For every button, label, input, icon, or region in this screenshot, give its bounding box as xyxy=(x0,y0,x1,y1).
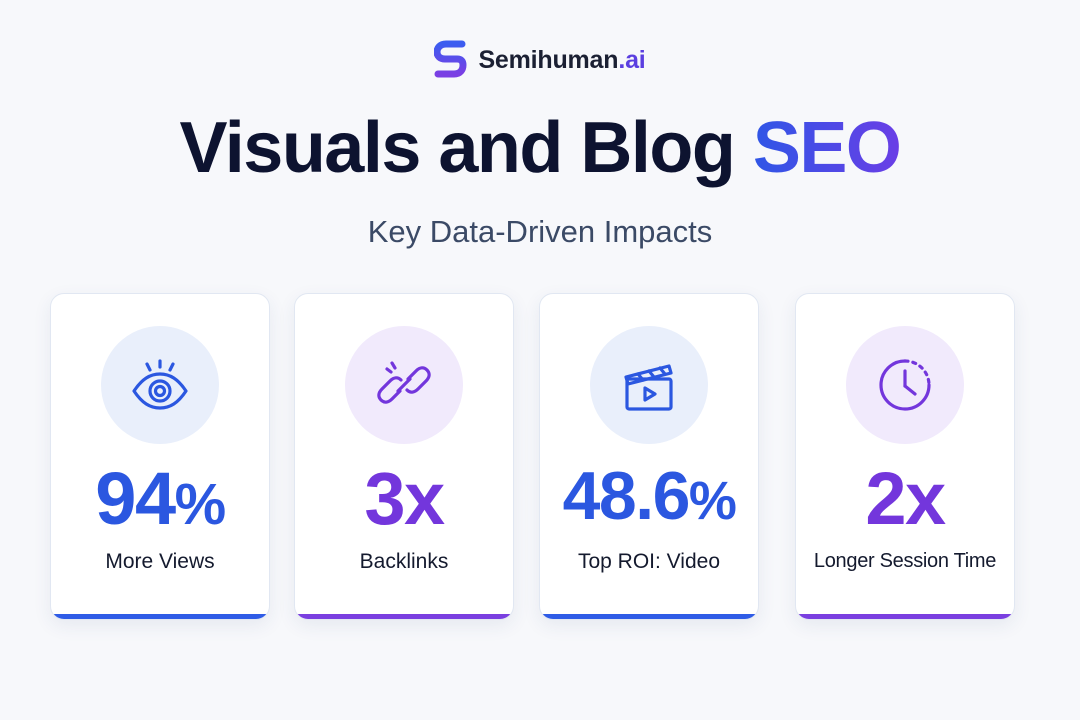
stat-card-views: 94% More Views xyxy=(50,293,270,620)
stat-number: 3x xyxy=(364,457,445,540)
brand: Semihuman.ai xyxy=(0,40,1080,80)
stat-unit: % xyxy=(174,472,227,537)
stat-unit: % xyxy=(688,471,737,531)
title-main: Visuals and Blog xyxy=(179,108,753,188)
stat-card-video-roi: 48.6% Top ROI: Video xyxy=(539,293,759,620)
stat-number: 94 xyxy=(95,457,176,540)
clock-icon xyxy=(879,359,931,411)
link-icon xyxy=(377,361,431,404)
icon-badge xyxy=(846,326,964,444)
stat-number: 2x xyxy=(865,457,946,540)
stat-label: More Views xyxy=(105,550,215,573)
page-title: Visuals and Blog SEO xyxy=(0,112,1080,184)
accent-bar xyxy=(796,614,1014,619)
accent-bar xyxy=(295,614,513,619)
icon-badge xyxy=(101,326,219,444)
stat-label: Top ROI: Video xyxy=(577,550,721,573)
icon-badge xyxy=(345,326,463,444)
brand-name: Semihuman.ai xyxy=(478,46,645,75)
stat-value: 48.6% xyxy=(540,462,758,530)
brand-name-suffix: .ai xyxy=(618,45,646,74)
accent-bar xyxy=(540,614,758,619)
brand-name-main: Semihuman xyxy=(478,45,619,74)
stat-value: 3x xyxy=(295,462,513,536)
stat-label: Longer Session Time xyxy=(813,550,997,572)
stat-card-session-time: 2x Longer Session Time xyxy=(795,293,1015,620)
stat-card-backlinks: 3x Backlinks xyxy=(294,293,514,620)
accent-bar xyxy=(51,614,269,619)
icon-badge xyxy=(590,326,708,444)
stat-number: 48.6 xyxy=(562,458,691,534)
page-subtitle: Key Data-Driven Impacts xyxy=(367,214,713,249)
clapperboard-icon xyxy=(624,364,673,411)
eye-icon xyxy=(132,359,188,410)
stat-value: 94% xyxy=(51,462,269,536)
stat-value: 2x xyxy=(796,462,1014,536)
stat-label: Backlinks xyxy=(359,550,449,573)
title-accent: SEO xyxy=(752,108,902,188)
s-logo-icon xyxy=(434,40,467,78)
